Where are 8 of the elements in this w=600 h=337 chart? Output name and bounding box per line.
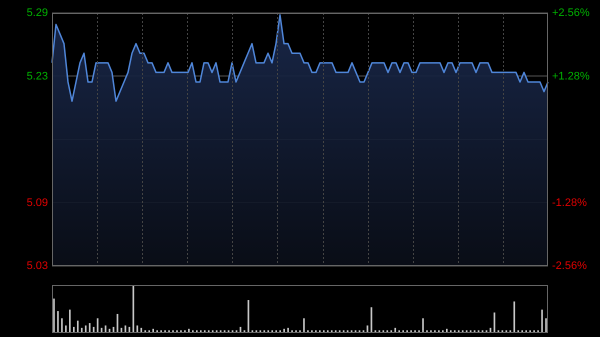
- y-tick-label: 5.23: [26, 70, 48, 82]
- y-tick-label: 5.29: [26, 7, 48, 20]
- y2-tick-label: +2.56%: [552, 7, 590, 20]
- y2-tick-label: -2.56%: [552, 260, 588, 272]
- y-tick-label: 5.09: [26, 196, 48, 209]
- y2-tick-label: +1.28%: [552, 70, 590, 82]
- y-tick-label: 5.03: [26, 260, 48, 272]
- y2-tick-label: -1.28%: [552, 196, 588, 209]
